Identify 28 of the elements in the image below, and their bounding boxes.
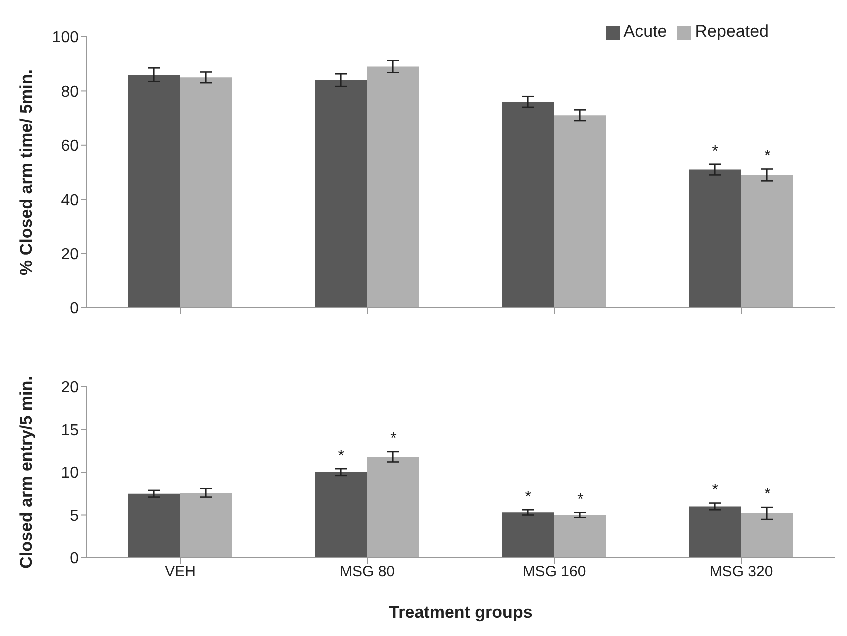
y-tick-label: 80	[61, 84, 80, 101]
x-tick-label: MSG 160	[522, 564, 586, 581]
y-tick-label: 5	[70, 508, 80, 525]
x-tick-label: VEH	[165, 564, 196, 581]
x-tick-label: MSG 80	[340, 564, 396, 581]
annotation: *	[390, 430, 397, 448]
y-tick-label: 40	[61, 192, 80, 210]
y-tick-label: 0	[70, 550, 80, 568]
annotation: *	[578, 491, 584, 508]
y-tick-label: 20	[61, 380, 80, 397]
y-tick-label: 20	[61, 246, 80, 264]
y-axis-title: % Closed arm time/ 5min.	[17, 70, 36, 276]
y-tick-label: 60	[61, 138, 80, 156]
y-tick-label: 0	[70, 300, 80, 318]
x-axis-title: Treatment groups	[389, 603, 533, 622]
legend-label: Repeated	[695, 22, 769, 41]
x-tick-label: MSG 320	[710, 564, 774, 581]
legend-label: Acute	[624, 22, 668, 41]
y-tick-label: 10	[61, 465, 80, 482]
y-tick-label: 15	[61, 422, 80, 440]
annotation: *	[764, 148, 771, 166]
annotation: *	[525, 488, 532, 506]
annotation: *	[712, 143, 718, 160]
annotation: *	[338, 448, 344, 465]
annotation: *	[764, 486, 771, 504]
annotation: *	[712, 482, 718, 499]
y-tick-label: 100	[52, 30, 80, 47]
y-axis-title: Closed arm entry/5 min.	[17, 376, 36, 569]
